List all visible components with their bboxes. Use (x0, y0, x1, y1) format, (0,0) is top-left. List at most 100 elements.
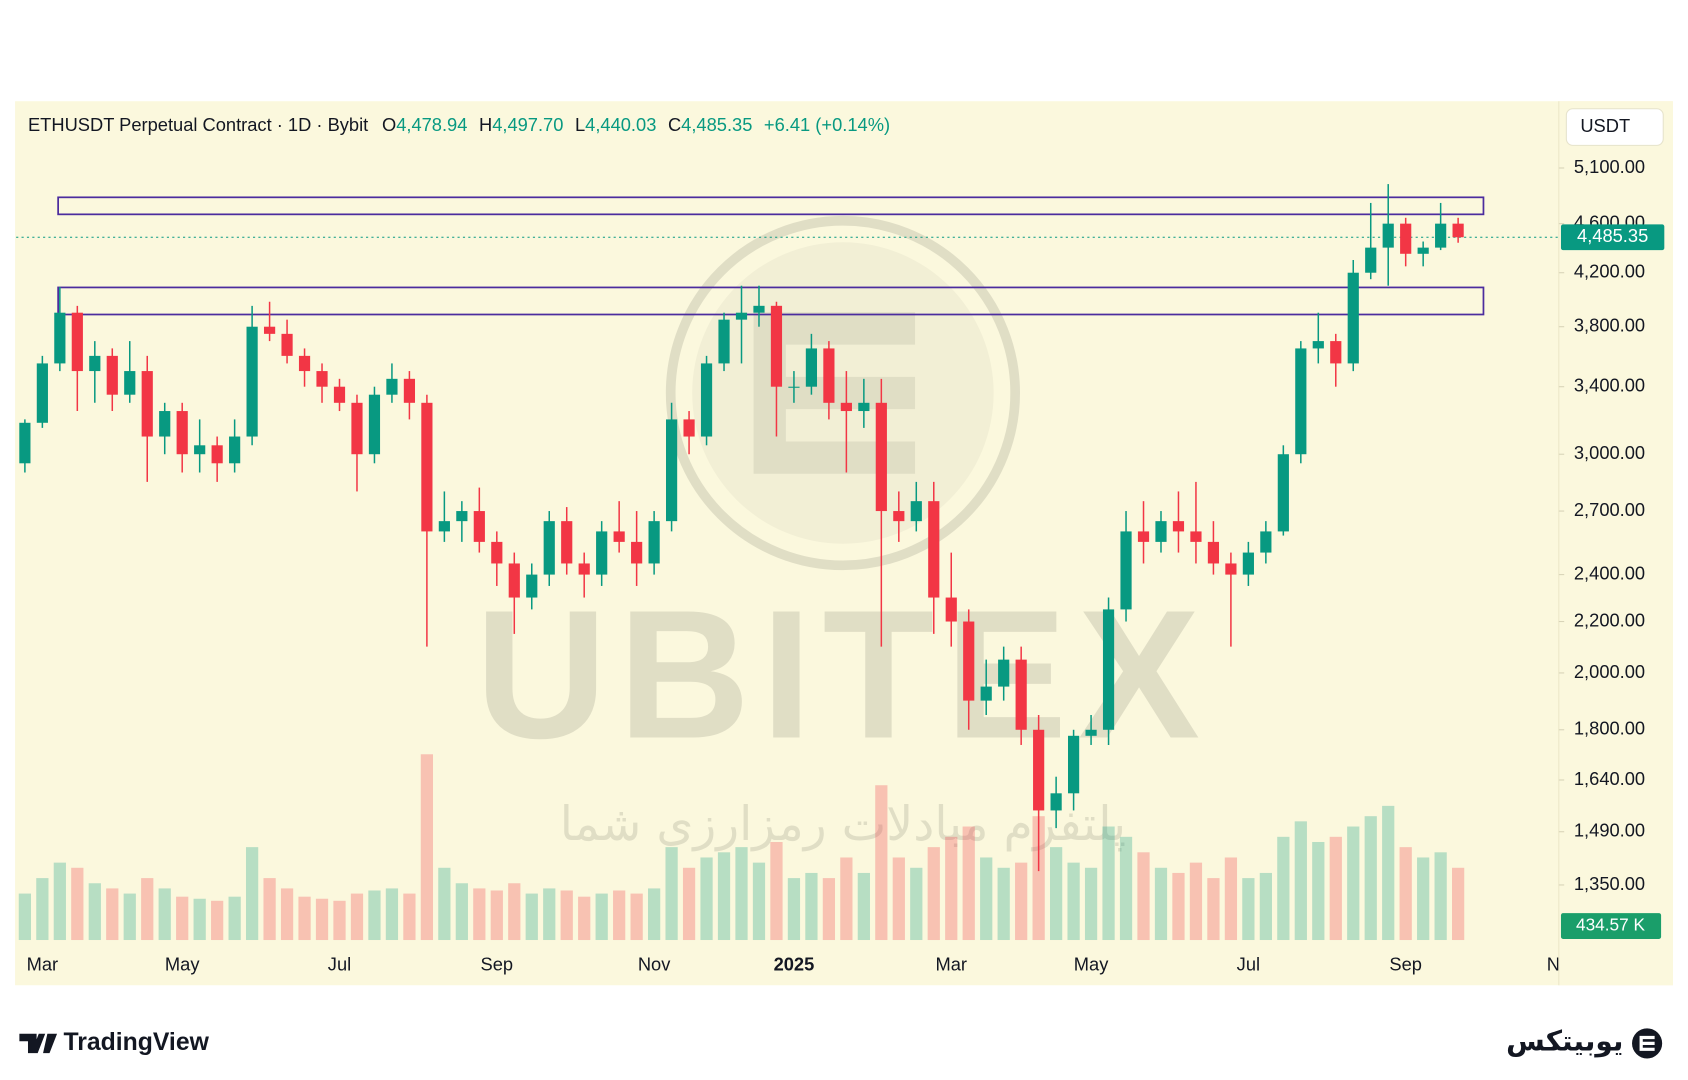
candle-body (211, 445, 223, 464)
volume-bar (1050, 847, 1063, 941)
candle-body (1190, 531, 1202, 542)
watermark-brand: UBITEX (475, 571, 1211, 776)
candle-body (753, 305, 765, 313)
volume-bar (88, 883, 101, 941)
volume-bar (927, 847, 940, 941)
volume-bar (298, 896, 311, 941)
x-tick-label: Jul (1237, 954, 1260, 975)
zone-box (57, 196, 1485, 216)
volume-bar (1399, 847, 1412, 941)
volume-bar (595, 893, 608, 941)
candle-body (1068, 735, 1080, 794)
candle-body (665, 419, 678, 522)
volume-bar (525, 893, 538, 941)
candle-body (1400, 223, 1412, 254)
volume-bar (630, 893, 643, 941)
symbol: ETHUSDT Perpetual Contract · 1D · Bybit (28, 114, 368, 135)
volume-bar (910, 867, 923, 941)
candle-body (246, 326, 258, 437)
candle-body (36, 363, 48, 423)
volume-bar (36, 878, 49, 941)
candle-body (403, 378, 416, 403)
candle-body (998, 659, 1010, 687)
ohlc-key: C (668, 114, 681, 135)
volume-bar (176, 896, 189, 941)
candle-body (1033, 729, 1045, 811)
volume-bar (455, 883, 468, 941)
candle-body (1050, 793, 1062, 811)
volume-bar (1015, 862, 1028, 941)
candle-body (770, 305, 783, 387)
volume-bar (840, 857, 853, 941)
last-price-label: 4,485.35 (1577, 225, 1648, 246)
ohlc-value: 4,485.35 (681, 114, 752, 135)
volume-bar (193, 898, 206, 941)
y-tick-label: 1,490.00 (1574, 820, 1645, 841)
y-tick-label: 2,400.00 (1574, 562, 1645, 583)
volume-bar (473, 888, 486, 941)
ohlc-key: L (575, 114, 585, 135)
volume-bar (1119, 836, 1133, 941)
volume-bar (420, 754, 434, 941)
x-tick-label: Mar (935, 954, 967, 975)
y-tick-label: 1,800.00 (1574, 718, 1645, 739)
candle-body (333, 386, 346, 403)
volume-bar (1102, 826, 1115, 941)
volume-bar (315, 898, 329, 941)
last-price-badge (1560, 224, 1665, 251)
volume-bar (997, 867, 1010, 941)
volume-bar (211, 900, 224, 941)
candle-body (1435, 223, 1447, 248)
x-tick-label: Sep (481, 954, 514, 975)
volume-bar (1452, 867, 1465, 941)
candle-body (613, 531, 625, 542)
volume-bar (403, 893, 416, 941)
candle-body (473, 511, 485, 542)
volume-bar (1189, 862, 1203, 941)
candle-body (194, 445, 206, 455)
candle-body (1155, 521, 1167, 542)
candle-body (281, 333, 293, 356)
candle-body (421, 402, 433, 532)
ubitex-icon-mark (1639, 1035, 1655, 1051)
candle-body (1382, 223, 1394, 248)
candle-body (631, 541, 643, 564)
candle-body (1295, 348, 1307, 455)
volume-bar (735, 847, 748, 941)
candle-body (526, 574, 538, 598)
chart-background (15, 101, 1673, 986)
candle-body (980, 686, 992, 701)
change: +6.41 (+0.14%) (764, 114, 890, 135)
volume-bar (1294, 821, 1307, 941)
candle-body (1137, 531, 1150, 542)
volume-bar (245, 847, 259, 941)
candle-body (229, 436, 241, 464)
y-tick-label: 2,700.00 (1574, 499, 1645, 520)
candle-body (263, 326, 276, 334)
candle-body (1365, 247, 1377, 273)
x-tick-label: Mar (27, 954, 59, 975)
volume-bar (1434, 852, 1447, 941)
ohlc-key: H (479, 114, 492, 135)
volume-pane (18, 754, 1465, 941)
candle-body (1120, 531, 1132, 610)
volume-bar (350, 893, 364, 941)
candle-body (596, 531, 608, 575)
candle-body (1452, 223, 1464, 238)
candle-body (543, 521, 555, 575)
volume-badge (1560, 913, 1662, 939)
candle-body (683, 419, 695, 437)
x-tick-label: May (165, 954, 200, 975)
currency-box[interactable] (1565, 108, 1664, 146)
volume-bar (578, 896, 591, 941)
candle-body (840, 402, 852, 412)
volume-bar (1242, 878, 1255, 941)
volume-bar (280, 888, 294, 941)
candle-body (351, 402, 363, 455)
candle-body (141, 371, 153, 437)
candle-body (1330, 341, 1342, 364)
volume-bar (508, 883, 521, 941)
volume-bar (333, 900, 346, 941)
candle-body (1085, 729, 1097, 736)
volume-bar (1137, 852, 1150, 941)
